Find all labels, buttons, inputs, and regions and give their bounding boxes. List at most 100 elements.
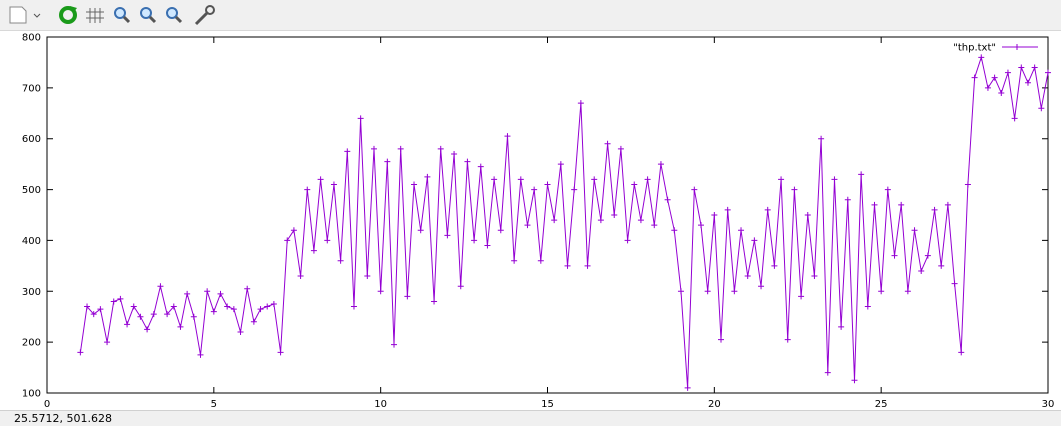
point-marker — [484, 242, 491, 249]
point-marker — [584, 262, 591, 269]
point-marker — [250, 318, 257, 325]
point-marker — [344, 148, 351, 155]
point-marker — [557, 161, 564, 168]
point-marker — [677, 288, 684, 295]
point-marker — [77, 349, 84, 356]
point-marker — [597, 217, 604, 224]
point-marker — [1004, 69, 1011, 76]
point-marker — [197, 351, 204, 358]
y-tick-label: 700 — [22, 83, 41, 94]
plot-frame — [46, 36, 1049, 394]
legend-swatch — [1002, 44, 1038, 50]
point-marker — [804, 212, 811, 218]
status-bar: 25.5712, 501.628 — [0, 410, 1061, 426]
point-marker — [230, 306, 237, 313]
point-marker — [738, 227, 745, 234]
point-marker — [310, 247, 317, 254]
settings-button[interactable] — [194, 5, 215, 26]
zoom-next-button[interactable] — [140, 7, 157, 24]
point-marker — [958, 349, 965, 356]
point-marker — [671, 227, 678, 234]
y-tick-label: 800 — [22, 33, 41, 44]
point-marker — [811, 273, 818, 280]
replot-button[interactable] — [59, 6, 77, 24]
point-marker — [844, 196, 851, 203]
point-marker — [90, 311, 97, 318]
point-marker — [284, 237, 291, 244]
point-marker — [1018, 64, 1025, 71]
point-marker — [731, 288, 738, 295]
point-marker — [330, 181, 337, 188]
point-marker — [697, 222, 704, 229]
point-marker — [177, 323, 184, 330]
point-marker — [884, 186, 891, 193]
point-marker — [878, 288, 885, 295]
point-marker — [290, 227, 297, 234]
point-marker — [264, 303, 271, 310]
point-marker — [337, 257, 344, 264]
point-marker — [871, 201, 878, 208]
y-tick-label: 600 — [22, 134, 41, 145]
point-marker — [137, 313, 144, 320]
toolbar-icons — [9, 5, 215, 26]
legend-label: "thp.txt" — [953, 43, 996, 54]
point-marker — [384, 158, 391, 165]
point-marker — [991, 74, 998, 81]
point-marker — [724, 206, 731, 213]
series-line — [79, 55, 1049, 388]
point-marker — [464, 158, 471, 165]
point-marker — [117, 295, 124, 302]
point-marker — [758, 283, 765, 290]
point-marker — [84, 303, 91, 310]
point-marker — [938, 262, 945, 269]
point-marker — [244, 285, 251, 292]
point-marker — [617, 145, 624, 152]
grid-button[interactable] — [86, 8, 104, 23]
point-marker — [711, 212, 718, 218]
point-marker — [691, 186, 698, 193]
point-marker — [504, 133, 511, 140]
point-marker — [130, 303, 137, 310]
export-button[interactable] — [9, 6, 41, 24]
point-marker — [537, 257, 544, 264]
point-marker — [838, 323, 845, 330]
point-marker — [651, 222, 658, 229]
point-marker — [391, 341, 398, 348]
x-tick-label: 25 — [875, 399, 888, 410]
point-marker — [791, 186, 798, 193]
point-marker — [424, 173, 431, 180]
autoscale-button[interactable] — [166, 7, 183, 24]
point-marker — [891, 252, 898, 259]
x-tick-label: 30 — [1042, 399, 1055, 410]
point-marker — [864, 303, 871, 310]
point-marker — [124, 321, 131, 328]
point-marker — [370, 145, 377, 152]
point-marker — [437, 145, 444, 152]
zoom-prev-button[interactable] — [114, 7, 131, 24]
point-marker — [304, 186, 311, 193]
point-marker — [631, 181, 638, 188]
point-marker — [984, 84, 991, 91]
point-marker — [564, 262, 571, 269]
point-marker — [624, 237, 631, 244]
point-marker — [110, 298, 117, 305]
point-marker — [524, 222, 531, 229]
y-tick-label: 200 — [22, 338, 41, 349]
point-marker — [164, 311, 171, 318]
point-marker — [431, 298, 438, 305]
point-marker — [978, 54, 985, 61]
point-marker — [104, 339, 111, 346]
point-marker — [170, 303, 177, 310]
x-tick-label: 0 — [44, 399, 50, 410]
y-tick-label: 400 — [22, 236, 41, 247]
point-marker — [1024, 79, 1031, 86]
point-marker — [904, 288, 911, 295]
point-marker — [190, 313, 197, 320]
toolbar — [0, 0, 1061, 31]
point-marker — [971, 74, 978, 81]
point-marker — [611, 212, 618, 218]
point-marker — [644, 176, 651, 183]
point-marker — [858, 171, 865, 178]
point-marker — [818, 135, 825, 142]
